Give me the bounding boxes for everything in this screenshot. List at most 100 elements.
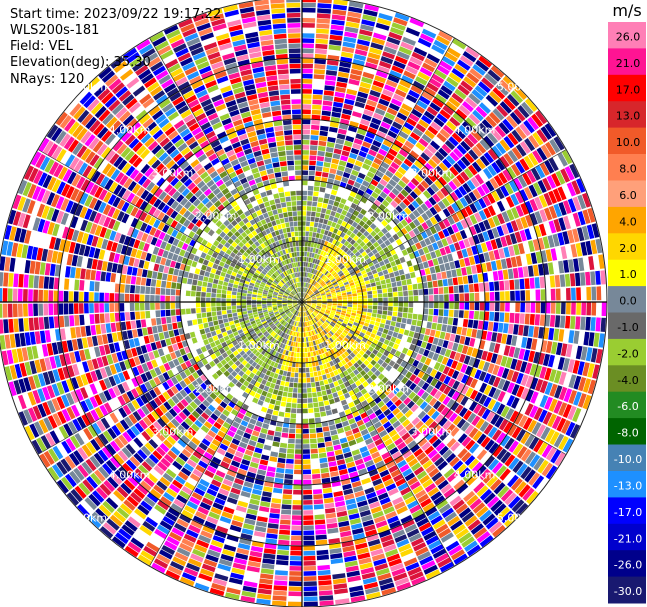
range-gate — [456, 174, 466, 185]
range-gate — [414, 160, 424, 170]
range-gate — [421, 133, 432, 144]
range-gate — [565, 344, 573, 358]
range-gate — [304, 277, 306, 282]
range-gate — [427, 315, 433, 322]
range-gate — [399, 256, 406, 264]
range-gate — [360, 196, 368, 204]
range-gate — [400, 274, 406, 281]
range-gate — [568, 259, 575, 273]
range-gate — [425, 219, 434, 228]
range-gate — [549, 139, 561, 154]
range-gate — [532, 132, 544, 146]
range-gate — [373, 234, 381, 241]
range-gate — [433, 233, 441, 242]
range-gate — [531, 113, 544, 128]
range-gate — [532, 239, 540, 251]
range-gate — [303, 267, 306, 272]
range-gate — [466, 328, 473, 337]
range-gate — [393, 270, 400, 277]
range-gate — [381, 314, 387, 320]
range-gate — [392, 311, 398, 317]
range-gate — [306, 211, 311, 216]
range-gate — [335, 223, 341, 230]
range-gate — [380, 318, 386, 324]
range-gate — [404, 207, 412, 215]
range-gate — [462, 319, 469, 328]
range-gate — [305, 226, 310, 232]
range-gate — [533, 326, 539, 338]
range-gate — [528, 184, 538, 198]
range-gate — [564, 166, 575, 181]
range-gate — [376, 183, 385, 191]
range-gate — [475, 106, 488, 118]
range-gate — [395, 238, 403, 246]
range-gate — [327, 304, 332, 307]
range-gate — [476, 329, 483, 339]
range-gate — [418, 119, 430, 129]
range-gate — [500, 258, 508, 269]
range-gate — [329, 243, 335, 249]
range-gate — [460, 140, 471, 152]
range-gate — [308, 175, 315, 181]
range-gate — [320, 290, 325, 294]
range-gate — [521, 337, 528, 349]
range-gate — [418, 95, 431, 106]
range-gate — [437, 200, 446, 210]
range-gate — [465, 216, 473, 227]
range-gate — [417, 156, 427, 166]
range-gate — [417, 37, 432, 48]
range-gate — [382, 199, 390, 208]
range-gate — [345, 211, 352, 219]
range-gate — [413, 289, 419, 296]
range-gate — [362, 141, 372, 149]
range-gate — [377, 17, 392, 26]
range-gate — [398, 302, 404, 307]
range-gate — [325, 70, 338, 76]
range-gate — [309, 226, 314, 232]
range-gate — [510, 90, 524, 104]
range-gate — [306, 283, 309, 288]
range-gate — [500, 236, 508, 247]
range-gate — [490, 260, 497, 271]
range-gate — [315, 283, 320, 288]
range-gate — [544, 123, 557, 138]
range-gate — [388, 236, 395, 244]
range-gate — [517, 175, 528, 188]
range-gate — [366, 171, 375, 179]
range-gate — [319, 267, 324, 272]
range-gate — [309, 262, 313, 268]
range-gate — [565, 315, 571, 329]
range-gate — [461, 121, 474, 132]
range-gate — [392, 225, 400, 233]
range-gate — [411, 319, 417, 326]
range-gate — [317, 0, 332, 4]
range-gate — [393, 292, 398, 297]
range-gate — [360, 270, 367, 275]
range-gate — [586, 224, 595, 239]
range-gate — [318, 260, 323, 266]
range-gate — [308, 290, 312, 295]
range-gate — [463, 284, 469, 293]
range-gate — [398, 291, 403, 297]
range-gate — [476, 186, 486, 197]
range-gate — [370, 203, 378, 211]
range-gate — [539, 276, 545, 289]
range-gate — [447, 317, 454, 325]
range-gate — [514, 191, 524, 204]
range-gate — [312, 258, 316, 264]
range-gate — [320, 125, 329, 132]
range-gate — [329, 226, 335, 233]
range-gate — [577, 194, 587, 210]
range-gate — [349, 152, 358, 160]
range-gate — [340, 274, 346, 279]
range-gate — [335, 86, 346, 93]
range-gate — [518, 324, 524, 336]
range-gate — [353, 54, 367, 61]
range-gate — [315, 43, 328, 50]
range-gate — [448, 180, 458, 191]
range-gate — [545, 302, 551, 314]
range-gate — [346, 309, 352, 313]
range-gate — [496, 225, 505, 237]
range-gate — [449, 166, 459, 177]
range-gate — [483, 252, 491, 262]
